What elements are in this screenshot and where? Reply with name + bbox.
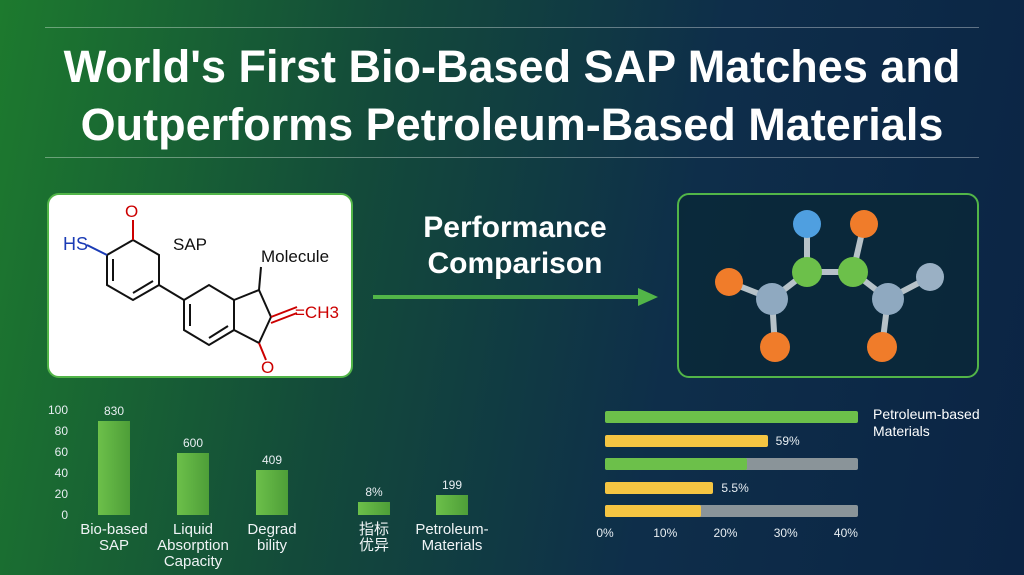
y-tick-label: 80 <box>54 424 68 438</box>
x-tick-label: Petroleum- Materials <box>415 521 489 554</box>
y-tick-label: 20 <box>54 487 68 501</box>
x-tick-label: 30% <box>773 526 798 540</box>
atom-label: O <box>261 358 274 376</box>
bar <box>98 420 130 515</box>
x-tick-label: Liquid Absorption Capacity <box>157 521 229 570</box>
bar-annotation: 830 <box>103 403 125 418</box>
bar <box>605 458 747 470</box>
bar <box>605 481 714 494</box>
bar-annotation: 59% <box>775 433 800 448</box>
atom-label: =CH3 <box>295 303 339 322</box>
bar-annotation: 600 <box>182 436 204 451</box>
y-tick-label: 40 <box>54 466 68 480</box>
x-tick-label: 10% <box>653 526 678 540</box>
center-label: Performance Comparison <box>423 211 607 280</box>
bar <box>177 453 209 515</box>
label: SAP <box>173 235 207 254</box>
atom-label: HS <box>63 234 88 254</box>
x-tick-label: 40% <box>833 526 858 540</box>
rule <box>45 157 979 158</box>
y-tick-label: 0 <box>61 508 68 522</box>
bar <box>605 505 702 517</box>
bar <box>605 434 768 447</box>
bar-annotation: 199 <box>441 478 463 493</box>
x-tick-label: 0% <box>596 526 614 540</box>
x-tick-label: 20% <box>713 526 738 540</box>
bar <box>256 469 288 515</box>
label: Molecule <box>261 247 329 266</box>
y-tick-label: 60 <box>54 445 68 459</box>
bar <box>358 502 390 515</box>
legend: Petroleum-based Materials <box>873 406 980 439</box>
molecule-model <box>715 210 944 362</box>
model-panel <box>677 193 979 378</box>
rule <box>45 27 979 28</box>
bar <box>436 495 468 515</box>
arrow <box>373 288 658 306</box>
bar-annotation: 5.5% <box>721 480 749 495</box>
y-tick-label: 100 <box>47 403 68 417</box>
molecule-drawing: HS O SAP Molecule =CH3 O <box>63 202 339 377</box>
x-tick-label: Bio-based SAP <box>80 521 148 554</box>
bar-annotation: 409 <box>261 452 283 467</box>
molecule-panel: HS O SAP Molecule =CH3 O <box>47 193 353 378</box>
bar <box>605 411 858 423</box>
x-tick-label: Degrad bility <box>247 521 297 554</box>
title: World's First Bio-Based SAP Matches and … <box>63 41 961 150</box>
atom-label: O <box>125 202 138 221</box>
bar-annotation: 8% <box>365 485 383 500</box>
x-tick-label: 指标 优异 <box>358 521 389 554</box>
